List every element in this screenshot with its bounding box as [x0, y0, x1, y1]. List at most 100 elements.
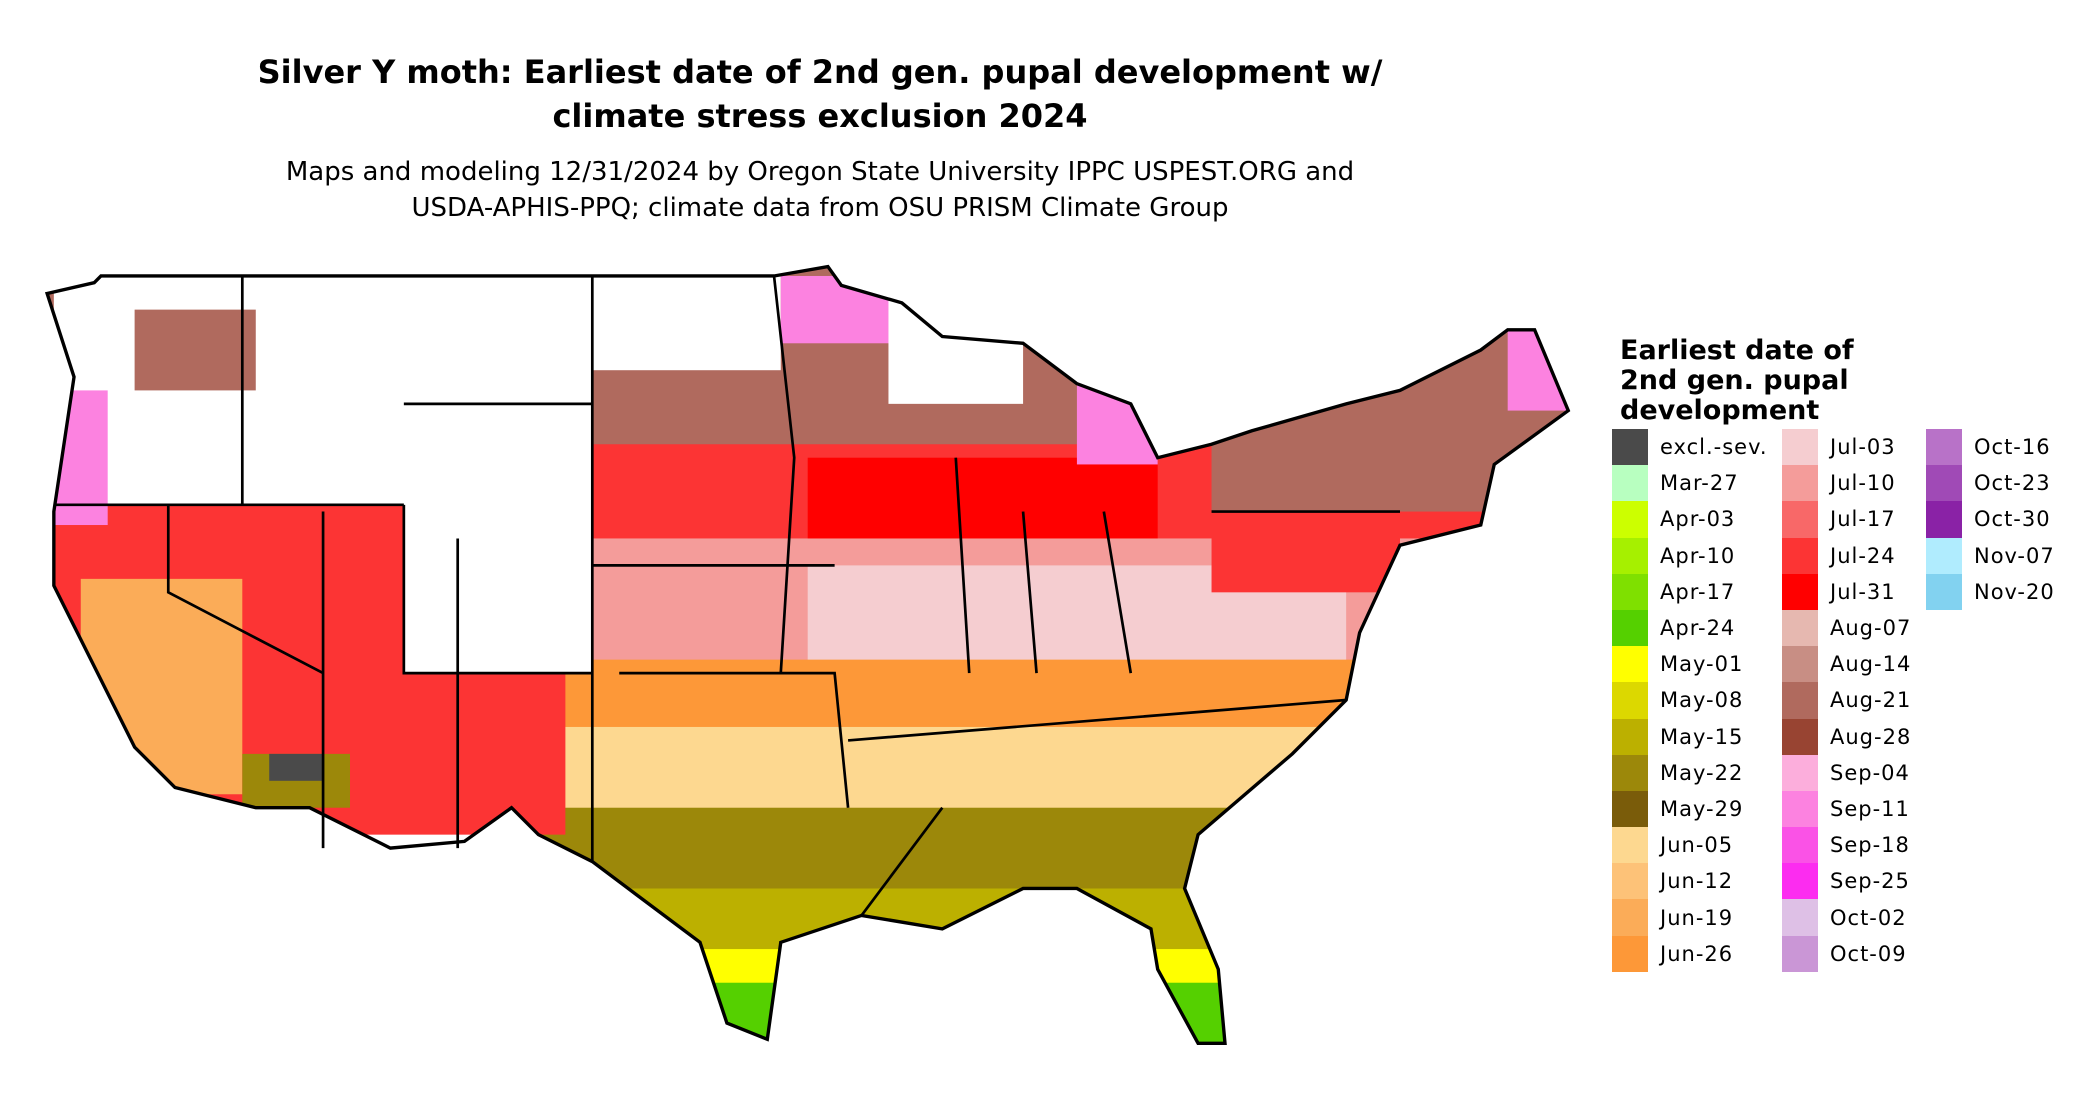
map-title: Silver Y moth: Earliest date of 2nd gen.…: [0, 50, 1640, 138]
legend-label: May-22: [1660, 760, 1744, 785]
legend-label: May-15: [1660, 724, 1744, 749]
legend-item: Apr-17: [1612, 573, 1768, 610]
legend-swatch: [1782, 646, 1818, 683]
legend-item: May-22: [1612, 754, 1768, 791]
state-borders: [53, 275, 1400, 917]
legend-item: May-15: [1612, 718, 1768, 755]
legend-label: Sep-04: [1830, 760, 1910, 785]
legend-item: Oct-23: [1926, 465, 2055, 502]
legend-item: Jul-24: [1782, 537, 1911, 574]
legend-label: Jun-19: [1660, 905, 1734, 930]
legend-swatch: [1612, 537, 1648, 574]
legend-swatch: [1782, 863, 1818, 900]
legend-label: Apr-10: [1660, 543, 1736, 568]
legend-swatch: [1612, 682, 1648, 719]
legend-item: Aug-14: [1782, 646, 1911, 683]
legend-item: Aug-07: [1782, 609, 1912, 647]
legend-item: Apr-03: [1612, 501, 1768, 538]
legend-swatch: [1782, 899, 1818, 936]
legend-item: Aug-21: [1782, 682, 1912, 719]
legend-swatch: [1612, 754, 1648, 791]
legend-label: Oct-09: [1830, 941, 1907, 966]
legend-swatch: [1782, 754, 1818, 791]
legend-swatch: [1926, 501, 1962, 538]
legend-swatch: [1612, 646, 1648, 683]
legend-label: Aug-21: [1830, 688, 1912, 713]
legend-label: Oct-23: [1974, 471, 2051, 496]
legend-label: Oct-02: [1830, 905, 1907, 930]
legend-swatch: [1782, 537, 1818, 574]
legend-item: Apr-10: [1612, 537, 1768, 574]
title-line-1: Silver Y moth: Earliest date of 2nd gen.…: [257, 53, 1383, 91]
legend-label: May-01: [1660, 652, 1744, 677]
legend-item: Sep-11: [1782, 790, 1911, 828]
legend-item: Jun-26: [1612, 935, 1768, 972]
legend-swatch: [1926, 465, 1962, 502]
legend-item: Aug-28: [1782, 718, 1911, 755]
subtitle-line-2: USDA-APHIS-PPQ; climate data from OSU PR…: [411, 193, 1229, 223]
legend-item: Jul-10: [1782, 465, 1911, 502]
legend-item: Sep-18: [1782, 827, 1911, 864]
title-line-2: climate stress exclusion 2024: [552, 97, 1088, 135]
legend-label: Jun-26: [1660, 941, 1734, 966]
legend-item: Oct-16: [1926, 429, 2055, 466]
legend-item: Apr-24: [1612, 609, 1768, 647]
legend-item: May-01: [1612, 646, 1768, 683]
legend-label: Sep-25: [1830, 869, 1910, 894]
legend-item: Jun-19: [1612, 899, 1768, 936]
legend-swatch: [1612, 718, 1648, 755]
legend-item: Sep-04: [1782, 754, 1911, 791]
legend-item: Nov-20: [1926, 573, 2055, 610]
legend-item: excl.-sev.: [1612, 429, 1768, 466]
legend-title: Earliest date of 2nd gen. pupal developm…: [1620, 335, 1854, 426]
legend-swatch: [1612, 501, 1648, 538]
legend-swatch: [1782, 827, 1818, 864]
legend-label: Jun-05: [1660, 833, 1734, 858]
legend-item: Jul-03: [1782, 429, 1911, 466]
legend-swatch: [1612, 935, 1648, 972]
legend-swatch: [1782, 429, 1818, 466]
legend-label: Nov-07: [1974, 543, 2055, 568]
legend-label: Nov-20: [1974, 579, 2055, 604]
legend-swatch: [1926, 573, 1962, 610]
legend-item: May-29: [1612, 790, 1768, 828]
legend-label: Apr-03: [1660, 507, 1736, 532]
legend-label: Jul-17: [1830, 507, 1896, 532]
legend-label: Oct-30: [1974, 507, 2051, 532]
legend-column: Oct-16 Oct-23 Oct-30 Nov-07 Nov-20: [1926, 429, 2055, 610]
legend-label: Sep-11: [1830, 796, 1910, 821]
legend-swatch: [1782, 501, 1818, 538]
legend-swatch: [1926, 429, 1962, 466]
legend-swatch: [1782, 682, 1818, 719]
legend-label: Apr-24: [1660, 616, 1736, 641]
legend-swatch: [1612, 790, 1648, 828]
legend-label: Oct-16: [1974, 435, 2051, 460]
legend-swatch: [1612, 899, 1648, 936]
legend-label: Jul-03: [1830, 435, 1896, 460]
legend-swatch: [1926, 537, 1962, 574]
legend-label: excl.-sev.: [1660, 435, 1768, 460]
legend-swatch: [1782, 718, 1818, 755]
legend-label: Jul-31: [1830, 579, 1896, 604]
legend-item: Oct-09: [1782, 935, 1911, 972]
legend-item: Jun-12: [1612, 863, 1768, 900]
legend-swatch: [1782, 609, 1818, 647]
legend-item: Jun-05: [1612, 827, 1768, 864]
legend-swatch: [1782, 790, 1818, 828]
legend-label: Apr-17: [1660, 579, 1736, 604]
legend-swatch: [1612, 827, 1648, 864]
legend-item: Mar-27: [1612, 465, 1768, 502]
legend-swatch: [1612, 429, 1648, 466]
legend-column: Jul-03 Jul-10 Jul-17 Jul-24 Jul-31 Aug-07 Aug-…: [1782, 429, 1911, 972]
legend-label: Jun-12: [1660, 869, 1734, 894]
legend-item: May-08: [1612, 682, 1768, 719]
legend-label: Jul-10: [1830, 471, 1896, 496]
legend-swatch: [1612, 573, 1648, 610]
legend-swatch: [1782, 935, 1818, 972]
legend-item: Oct-30: [1926, 501, 2055, 538]
subtitle-line-1: Maps and modeling 12/31/2024 by Oregon S…: [285, 157, 1355, 187]
legend-label: Mar-27: [1660, 471, 1739, 496]
legend-swatch: [1782, 573, 1818, 610]
legend-label: Aug-07: [1830, 616, 1912, 641]
